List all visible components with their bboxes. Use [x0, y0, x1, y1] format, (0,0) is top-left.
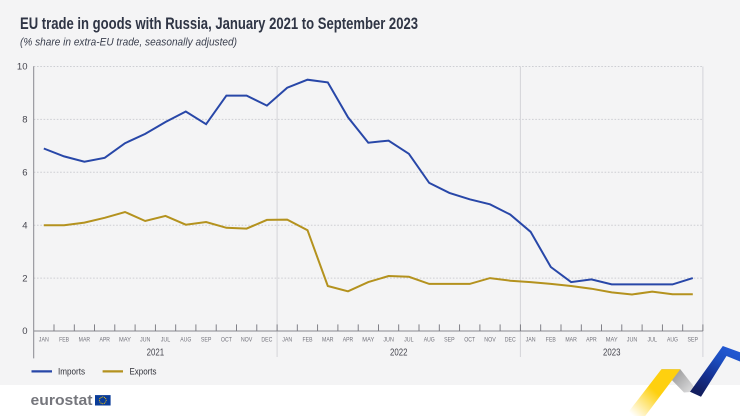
svg-text:EU trade in goods with Russia,: EU trade in goods with Russia, January 2…: [20, 14, 418, 33]
svg-text:SEP: SEP: [688, 337, 699, 344]
svg-text:MAR: MAR: [79, 337, 91, 344]
svg-text:DEC: DEC: [261, 337, 272, 344]
svg-text:OCT: OCT: [221, 337, 232, 344]
svg-text:JUL: JUL: [404, 337, 414, 344]
svg-text:OCT: OCT: [464, 337, 475, 344]
svg-text:MAY: MAY: [606, 337, 618, 344]
svg-text:JAN: JAN: [282, 337, 292, 344]
svg-text:(% share in extra-EU trade, se: (% share in extra-EU trade, seasonally a…: [20, 37, 237, 49]
svg-text:10: 10: [17, 62, 28, 73]
svg-text:JUL: JUL: [161, 337, 171, 344]
svg-text:NOV: NOV: [241, 337, 253, 344]
svg-text:2021: 2021: [147, 347, 165, 359]
svg-text:JAN: JAN: [526, 337, 536, 344]
svg-text:Exports: Exports: [130, 367, 157, 377]
svg-text:MAY: MAY: [119, 337, 131, 344]
svg-text:MAY: MAY: [362, 337, 374, 344]
svg-text:JUN: JUN: [627, 337, 638, 344]
svg-text:APR: APR: [343, 337, 354, 344]
svg-text:SEP: SEP: [201, 337, 212, 344]
svg-text:6: 6: [22, 168, 27, 179]
svg-text:0: 0: [22, 326, 27, 337]
svg-text:DEC: DEC: [505, 337, 516, 344]
svg-text:SEP: SEP: [444, 337, 455, 344]
svg-text:FEB: FEB: [546, 337, 556, 344]
svg-text:APR: APR: [586, 337, 597, 344]
svg-text:AUG: AUG: [667, 337, 678, 344]
svg-text:NOV: NOV: [484, 337, 496, 344]
svg-text:JUL: JUL: [647, 337, 657, 344]
svg-text:8: 8: [22, 115, 27, 126]
svg-text:2023: 2023: [603, 347, 621, 359]
svg-text:AUG: AUG: [424, 337, 435, 344]
svg-text:2022: 2022: [390, 347, 408, 359]
svg-text:JUN: JUN: [383, 337, 394, 344]
svg-text:JAN: JAN: [39, 337, 49, 344]
svg-text:4: 4: [22, 220, 27, 231]
svg-text:FEB: FEB: [303, 337, 313, 344]
svg-text:JUN: JUN: [140, 337, 151, 344]
svg-text:MAR: MAR: [322, 337, 334, 344]
svg-text:AUG: AUG: [180, 337, 191, 344]
svg-text:eurostat: eurostat: [31, 393, 93, 409]
svg-text:2: 2: [22, 273, 27, 284]
svg-text:FEB: FEB: [59, 337, 69, 344]
svg-text:APR: APR: [99, 337, 110, 344]
svg-text:Imports: Imports: [58, 367, 85, 377]
svg-text:MAR: MAR: [565, 337, 577, 344]
